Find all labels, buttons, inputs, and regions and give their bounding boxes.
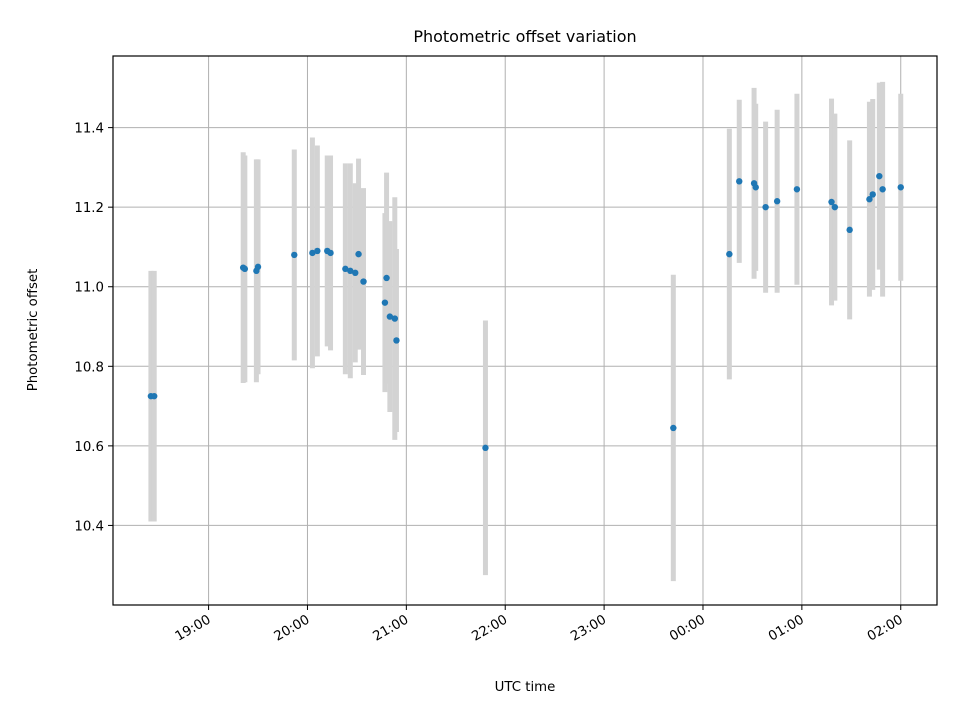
y-tick-label: 11.4 [74,122,104,137]
data-point [347,267,354,275]
data-point [391,315,399,322]
data-point [831,203,839,211]
data-point [355,250,362,258]
y-tick-label: 10.6 [74,440,104,455]
y-tick-label: 11.0 [74,281,104,296]
data-point [254,263,262,271]
data-point [393,337,400,344]
data-point [386,313,394,320]
y-tick-label: 10.8 [74,360,104,375]
data-point [381,299,389,306]
data-point [314,247,321,255]
data-point [793,186,801,193]
data-point [241,265,249,273]
data-point [866,196,873,203]
data-point [752,184,759,191]
y-tick-label: 11.2 [74,201,104,216]
data-point [869,191,876,198]
plot-frame [112,55,938,606]
data-point [897,184,904,191]
data-point [828,198,835,206]
chart-title: Photometric offset variation [413,27,636,46]
data-point [352,269,359,277]
data-point [736,178,743,185]
data-point [342,265,349,273]
data-point [846,226,853,234]
y-tick-label: 10.4 [74,519,104,534]
x-axis-label: UTC time [495,680,556,695]
data-point [876,172,883,180]
data-point [309,249,316,257]
data-point [327,249,334,257]
y-axis-label: Photometric offset [26,269,41,392]
data-point [670,424,677,432]
grid-lines [113,56,937,605]
data-point [773,198,781,205]
data-point [360,278,367,285]
data-point [383,274,390,282]
data-point [879,186,886,193]
data-point [291,251,298,259]
data-point [482,444,489,452]
y-axis-ticks: 10.4 10.6 10.8 11.0 11.2 11.4 [74,122,113,534]
data-points [147,172,904,452]
data-point [151,392,158,400]
data-point [726,250,733,258]
data-point [762,203,769,211]
